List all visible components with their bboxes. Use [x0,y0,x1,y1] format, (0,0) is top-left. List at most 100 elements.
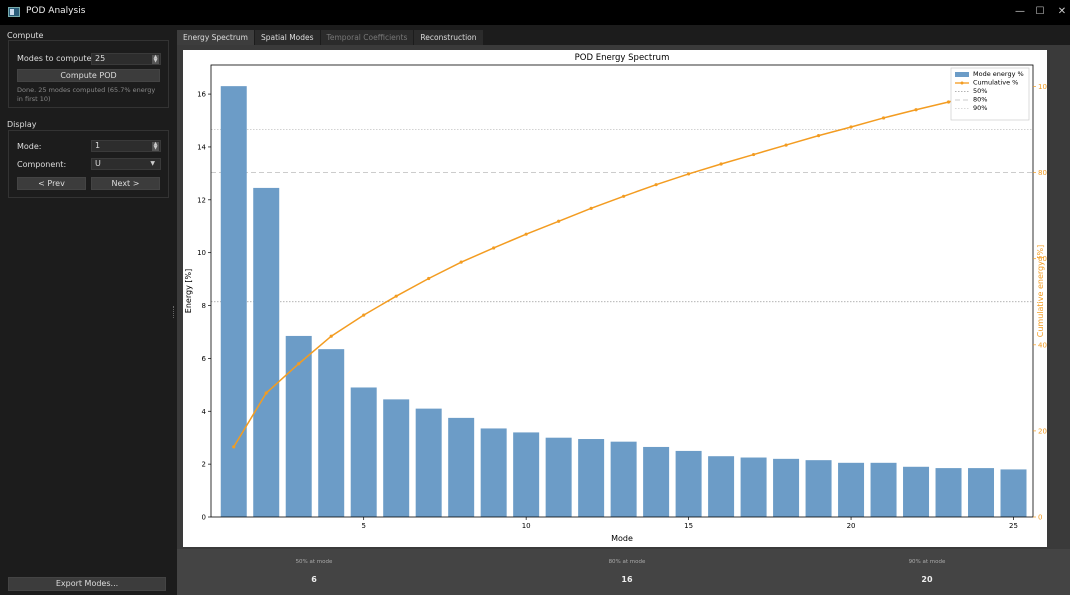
y2-tick-label: 100 [1038,83,1047,91]
cumulative-point-19 [816,133,821,138]
stat-label: 80% at mode [608,559,646,565]
y2-axis-label: Cumulative energy [%] [1036,245,1045,337]
bar-mode-12 [578,439,605,517]
stat-value: 6 [311,575,317,584]
sidebar: Compute Modes to compute: 25 ▲ ▼ Compute … [0,27,169,595]
bar-mode-18 [773,458,800,517]
mode-value: 1 [95,141,101,150]
cumulative-point-7 [427,276,431,281]
cumulative-point-4 [329,334,333,338]
bar-mode-23 [935,468,962,517]
cumulative-point-17 [751,152,756,157]
splitter-handle[interactable] [173,306,175,318]
bar-mode-16 [708,456,735,517]
app-icon [8,7,20,17]
legend-label: 90% [973,104,987,112]
cumulative-point-16 [719,162,723,166]
legend-label: 80% [973,96,987,104]
bar-mode-7 [415,408,442,517]
milestone-stats-bar: 50% at mode 6 80% at mode 16 90% at mode… [177,549,1070,595]
compute-pod-button[interactable]: Compute POD [17,69,160,82]
cumulative-point-2 [264,391,268,395]
legend-swatch-bars [955,72,969,77]
chart-title: POD Energy Spectrum [575,53,670,63]
y2-tick-label: 20 [1038,427,1047,435]
tab-energy-spectrum[interactable]: Energy Spectrum [177,30,254,45]
stat-value: 20 [921,575,933,584]
cumulative-point-13 [622,194,626,198]
legend-label: 50% [973,87,987,95]
bar-mode-2 [253,187,280,517]
stat-label: 50% at mode [295,559,333,565]
plot-frame [210,64,1034,518]
cumulative-point-5 [362,313,366,317]
y2-tick-label: 80 [1038,169,1047,177]
cumulative-point-9 [492,246,496,250]
title-bar: POD Analysis — ☐ ✕ [0,0,1070,25]
y2-tick-label: 60 [1038,255,1047,263]
bar-mode-8 [448,417,475,517]
cumulative-point-1 [232,445,236,449]
modes-to-compute-input[interactable]: 25 ▲ ▼ [91,53,161,65]
cumulative-point-18 [784,143,788,147]
bar-mode-15 [675,450,702,517]
cumulative-point-21 [881,116,886,120]
mode-label: Mode: [17,142,42,151]
display-section-title: Display [7,120,37,129]
cumulative-point-12 [589,206,593,210]
legend-label: Mode energy % [973,70,1024,78]
stat-value: 16 [621,575,633,584]
x-tick-label: 15 [684,522,693,530]
chevron-down-icon: ▼ [150,160,155,167]
compute-group [8,40,169,108]
export-modes-button[interactable]: Export Modes... [8,577,166,591]
bar-mode-4 [318,349,345,517]
compute-section-title: Compute [7,31,44,40]
x-axis-label: Mode [611,534,633,543]
cumulative-point-10 [524,232,528,236]
y-tick-label: 10 [197,249,206,257]
cumulative-point-6 [394,294,398,298]
component-select[interactable]: U ▼ [91,158,161,170]
tab-spatial-modes[interactable]: Spatial Modes [254,30,320,45]
cumulative-point-3 [297,362,301,366]
y-tick-label: 0 [202,514,206,522]
bar-mode-3 [285,335,312,517]
legend-label: Cumulative % [973,79,1018,87]
y-tick-label: 2 [202,461,206,469]
tab-reconstruction[interactable]: Reconstruction [414,30,483,45]
bar-mode-11 [545,437,572,517]
prev-mode-button[interactable]: < Prev [17,177,86,190]
bar-mode-22 [903,466,930,517]
close-button[interactable]: ✕ [1057,6,1067,17]
bar-mode-9 [480,428,507,517]
stat-label: 90% at mode [908,559,946,565]
maximize-button[interactable]: ☐ [1035,6,1045,17]
cumulative-point-20 [849,125,853,129]
next-mode-button[interactable]: Next > [91,177,160,190]
y-tick-label: 14 [197,143,206,151]
y2-tick-label: 0 [1038,514,1042,522]
spinbox-arrows-icon[interactable]: ▲ ▼ [152,141,159,151]
bar-mode-24 [968,468,995,517]
cumulative-point-22 [914,108,918,112]
mode-input[interactable]: 1 ▲ ▼ [91,140,161,152]
legend-swatch-point [960,81,964,85]
bar-mode-5 [350,387,377,517]
chart-area: POD Energy Spectrum 5 10 15 20 25 0 2 4 6 8 10 12 14 1… [183,50,1051,547]
y-tick-label: 12 [197,196,206,204]
bar-mode-14 [643,446,670,517]
bar-mode-10 [513,432,540,517]
energy-spectrum-chart: POD Energy Spectrum 5 10 15 20 25 0 2 4 6 8 10 12 14 1… [184,53,1051,543]
y-tick-label: 8 [202,302,206,310]
component-value: U [95,159,101,168]
y-tick-label: 16 [197,91,206,99]
bar-mode-19 [805,460,832,517]
y-axis-label: Energy [%] [184,269,193,313]
bar-mode-17 [740,457,767,517]
bar-mode-25 [1000,469,1027,517]
spinbox-arrows-icon[interactable]: ▲ ▼ [152,54,159,64]
minimize-button[interactable]: — [1015,6,1025,17]
tab-temporal-coefficients: Temporal Coefficients [320,30,414,45]
modes-to-compute-label: Modes to compute: [17,54,95,63]
